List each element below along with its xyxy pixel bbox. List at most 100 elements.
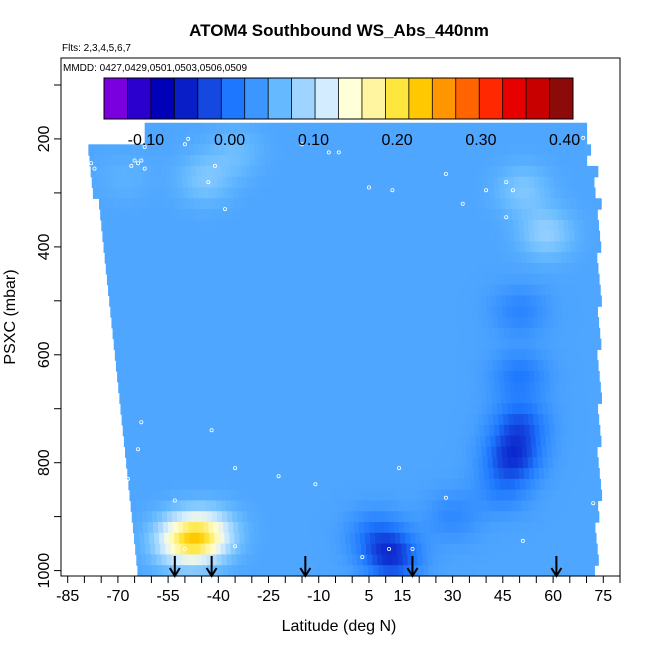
- heatmap-cell: [466, 209, 473, 221]
- heatmap-cell: [216, 554, 223, 566]
- heatmap-cell: [371, 306, 378, 318]
- heatmap-cell: [313, 522, 320, 534]
- sample-point: [390, 188, 395, 193]
- heatmap-cell: [154, 295, 160, 307]
- heatmap-cell: [459, 187, 466, 199]
- heatmap-cell: [308, 565, 314, 577]
- heatmap-cell: [427, 360, 433, 372]
- heatmap-cell: [518, 219, 524, 232]
- heatmap-cell: [164, 122, 171, 135]
- heatmap-cell: [465, 392, 472, 404]
- heatmap-cell: [460, 295, 467, 307]
- heatmap-cell: [91, 176, 98, 189]
- heatmap-cell: [344, 284, 350, 297]
- heatmap-cell: [588, 219, 594, 232]
- heatmap-cell: [269, 435, 276, 448]
- heatmap-cell: [539, 284, 546, 297]
- heatmap-cell: [377, 176, 384, 189]
- heatmap-cell: [349, 144, 356, 156]
- heatmap-cell: [146, 457, 152, 469]
- heatmap-cell: [583, 511, 590, 523]
- heatmap-cell: [325, 392, 331, 404]
- heatmap-cell: [452, 165, 458, 178]
- heatmap-cell: [301, 403, 307, 415]
- heatmap-cell: [460, 435, 466, 448]
- heatmap-cell: [257, 273, 264, 286]
- heatmap-cell: [435, 295, 442, 307]
- heatmap-cell: [124, 392, 130, 404]
- heatmap-cell: [315, 446, 322, 458]
- heatmap-cell: [205, 403, 212, 415]
- heatmap-cell: [235, 122, 241, 135]
- heatmap-cell: [428, 370, 435, 383]
- heatmap-cell: [301, 360, 308, 372]
- heatmap-cell: [264, 392, 271, 404]
- heatmap-cell: [133, 187, 139, 199]
- heatmap-cell: [195, 209, 202, 221]
- heatmap-cell: [304, 532, 311, 545]
- heatmap-cell: [386, 165, 393, 178]
- heatmap-cell: [382, 176, 389, 189]
- heatmap-cell: [343, 327, 350, 340]
- heatmap-cell: [143, 284, 149, 297]
- heatmap-cell: [378, 230, 385, 243]
- heatmap-cell: [260, 446, 267, 458]
- heatmap-cell: [583, 457, 589, 469]
- heatmap-cell: [212, 468, 219, 480]
- heatmap-cell: [166, 360, 172, 372]
- heatmap-cell: [333, 565, 339, 577]
- heatmap-cell: [482, 219, 489, 232]
- heatmap-cell: [441, 252, 447, 264]
- heatmap-cell: [182, 370, 188, 383]
- heatmap-cell: [436, 543, 443, 556]
- heatmap-cell: [424, 144, 431, 156]
- heatmap-cell: [456, 446, 463, 458]
- heatmap-cell: [480, 144, 486, 156]
- heatmap-cell: [140, 403, 147, 415]
- heatmap-cell: [333, 230, 339, 243]
- heatmap-cell: [298, 522, 305, 534]
- heatmap-cell: [423, 327, 430, 340]
- heatmap-cell: [491, 209, 498, 221]
- heatmap-cell: [335, 133, 342, 145]
- heatmap-cell: [589, 370, 595, 383]
- heatmap-cell: [418, 468, 425, 480]
- heatmap-cell: [573, 554, 579, 566]
- heatmap-cell: [278, 565, 284, 577]
- heatmap-cell: [306, 403, 312, 415]
- heatmap-cell: [221, 263, 227, 275]
- heatmap-cell: [542, 403, 548, 415]
- heatmap-cell: [500, 532, 507, 545]
- heatmap-cell: [156, 263, 162, 275]
- heatmap-cell: [367, 414, 374, 426]
- heatmap-cell: [499, 381, 506, 394]
- heatmap-cell: [581, 155, 588, 167]
- heatmap-cell: [492, 219, 499, 232]
- heatmap-cell: [229, 532, 236, 545]
- heatmap-cell: [159, 489, 166, 502]
- heatmap-cell: [103, 241, 110, 253]
- heatmap-cell: [489, 187, 496, 199]
- heatmap-cell: [137, 565, 144, 577]
- heatmap-cell: [224, 435, 230, 448]
- heatmap-cell: [132, 327, 139, 340]
- heatmap-cell: [314, 532, 321, 545]
- heatmap-cell: [588, 317, 595, 329]
- heatmap-cell: [336, 543, 342, 556]
- heatmap-cell: [382, 554, 388, 566]
- heatmap-cell: [269, 144, 275, 156]
- heatmap-cell: [590, 241, 597, 253]
- heatmap-cell: [381, 500, 388, 512]
- heatmap-cell: [495, 295, 502, 307]
- heatmap-cell: [265, 209, 272, 221]
- heatmap-cell: [280, 489, 286, 502]
- heatmap-cell: [294, 532, 301, 545]
- heatmap-cell: [556, 295, 562, 307]
- heatmap-cell: [470, 435, 476, 448]
- heatmap-cell: [528, 511, 535, 523]
- heatmap-cell: [350, 122, 357, 135]
- y-tick-label: 800: [36, 449, 53, 476]
- heatmap-cell: [462, 457, 469, 469]
- heatmap-cell: [136, 360, 142, 372]
- heatmap-cell: [153, 241, 160, 253]
